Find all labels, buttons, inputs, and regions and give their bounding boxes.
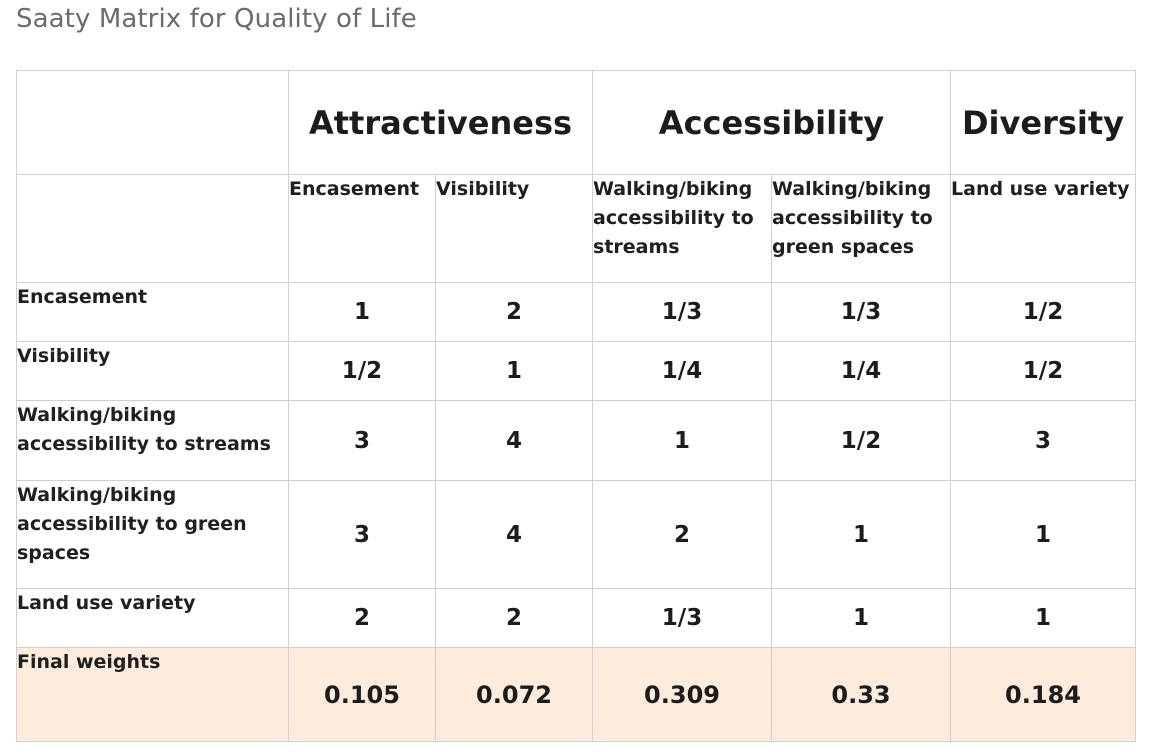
- table-row: Land use variety 2 2 1/3 1 1: [16, 588, 1137, 648]
- matrix-cell: 2: [592, 480, 773, 589]
- matrix-cell: 1: [434, 341, 594, 401]
- matrix-cell: 3: [288, 400, 436, 481]
- matrix-cell: 1: [288, 282, 436, 342]
- row-label: Encasement: [16, 282, 289, 342]
- row-label: Visibility: [16, 341, 289, 401]
- final-weights-row: Final weights 0.105 0.072 0.309 0.33 0.1…: [16, 647, 1137, 742]
- group-header-diversity: Diversity: [950, 70, 1137, 175]
- table-row: Walking/biking accessibility to green sp…: [16, 480, 1137, 589]
- saaty-matrix-table: Attractiveness Accessibility Diversity E…: [16, 70, 1137, 742]
- matrix-cell: 2: [434, 282, 594, 342]
- criteria-header-row: Encasement Visibility Walking/biking acc…: [16, 174, 1137, 283]
- matrix-cell: 1/4: [592, 341, 773, 401]
- row-label: Walking/biking accessibility to streams: [16, 400, 289, 481]
- weight-cell: 0.309: [592, 647, 773, 742]
- matrix-cell: 1/2: [950, 341, 1137, 401]
- matrix-cell: 1: [592, 400, 773, 481]
- row-label: Land use variety: [16, 588, 289, 648]
- matrix-cell: 2: [288, 588, 436, 648]
- matrix-cell: 4: [434, 400, 594, 481]
- weight-cell: 0.072: [434, 647, 594, 742]
- group-header-attractiveness: Attractiveness: [287, 70, 594, 175]
- weight-cell: 0.105: [288, 647, 436, 742]
- matrix-cell: 1/3: [592, 588, 773, 648]
- weight-cell: 0.184: [950, 647, 1137, 742]
- column-header-encasement: Encasement: [288, 174, 436, 283]
- table-row: Walking/biking accessibility to streams …: [16, 400, 1137, 481]
- matrix-cell: 1: [771, 588, 952, 648]
- matrix-cell: 3: [950, 400, 1137, 481]
- matrix-cell: 1/3: [592, 282, 773, 342]
- page-title: Saaty Matrix for Quality of Life: [16, 4, 417, 34]
- matrix-cell: 4: [434, 480, 594, 589]
- row-label: Walking/biking accessibility to green sp…: [16, 480, 289, 589]
- final-weights-label: Final weights: [16, 647, 289, 742]
- matrix-cell: 1: [771, 480, 952, 589]
- column-header-streams: Walking/biking accessibility to streams: [592, 174, 773, 283]
- table-row: Encasement 1 2 1/3 1/3 1/2: [16, 282, 1137, 342]
- corner-cell: [16, 70, 289, 175]
- matrix-cell: 1/2: [771, 400, 952, 481]
- matrix-cell: 1/3: [771, 282, 952, 342]
- matrix-cell: 1/4: [771, 341, 952, 401]
- column-header-visibility: Visibility: [434, 174, 594, 283]
- matrix-cell: 2: [434, 588, 594, 648]
- weight-cell: 0.33: [771, 647, 952, 742]
- column-header-land-use: Land use variety: [950, 174, 1137, 283]
- matrix-cell: 1/2: [950, 282, 1137, 342]
- group-header-row: Attractiveness Accessibility Diversity: [16, 70, 1137, 175]
- criteria-corner-cell: [16, 174, 289, 283]
- matrix-cell: 1: [950, 588, 1137, 648]
- table-row: Visibility 1/2 1 1/4 1/4 1/2: [16, 341, 1137, 401]
- column-header-green-spaces: Walking/biking accessibility to green sp…: [771, 174, 952, 283]
- group-header-accessibility: Accessibility: [592, 70, 952, 175]
- matrix-cell: 1/2: [288, 341, 436, 401]
- matrix-cell: 1: [950, 480, 1137, 589]
- matrix-cell: 3: [288, 480, 436, 589]
